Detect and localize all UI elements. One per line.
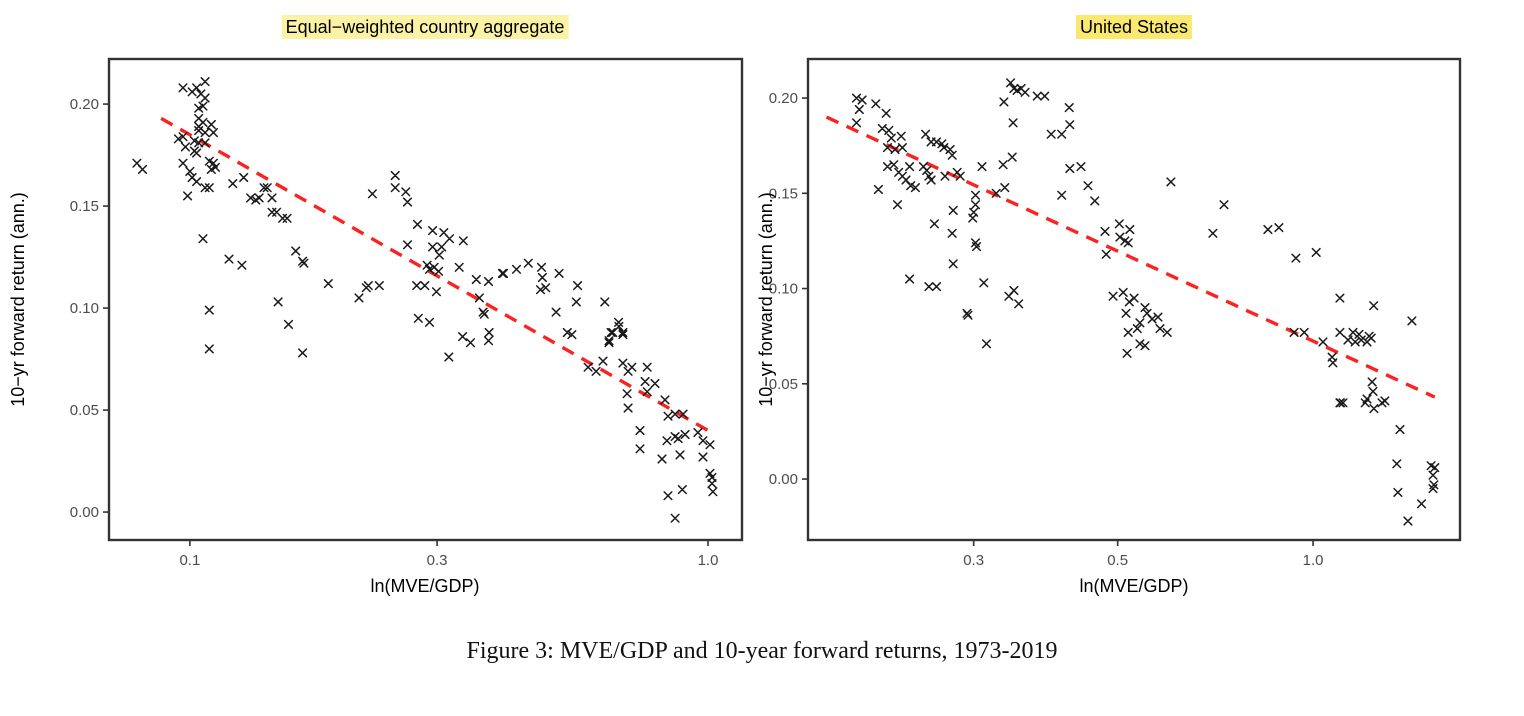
panel-title-right-text: United States — [1079, 17, 1189, 37]
y-tick-label: 0.20 — [769, 90, 798, 107]
y-tick-label: 0.15 — [70, 198, 99, 215]
x-axis-title: ln(MVE/GDP) — [370, 576, 479, 596]
x-tick-label: 0.3 — [427, 552, 448, 569]
x-tick-label: 1.0 — [1303, 552, 1324, 569]
scatter-plots: 0.1 0.3 1.0 0.00 0.05 0.10 0.15 0.20 ln(MVE/GDP)… — [8, 57, 1462, 596]
y-tick-label: 0.00 — [70, 504, 99, 521]
panel-title-left: Equal−weighted country aggregate — [281, 15, 569, 39]
y-tick-label: 0.00 — [769, 471, 798, 488]
x-tick-label: 1.0 — [698, 552, 719, 569]
y-tick-label: 0.15 — [769, 185, 798, 202]
scatter-panel-right: 0.3 0.5 1.0 0.00 0.05 0.10 0.15 0.20 ln(MVE/GDP)… — [756, 57, 1462, 596]
y-tick-label: 0.05 — [769, 376, 798, 393]
y-tick-label: 0.05 — [70, 402, 99, 419]
panel-border — [107, 57, 744, 542]
scatter-panel-left: 0.1 0.3 1.0 0.00 0.05 0.10 0.15 0.20 ln(MVE/GDP)… — [8, 57, 744, 596]
panel-title-left-text: Equal−weighted country aggregate — [285, 17, 565, 37]
y-axis-title: 10−yr forward return (ann.) — [8, 192, 28, 407]
y-tick-label: 0.20 — [70, 96, 99, 113]
scatter-points — [132, 77, 718, 523]
panel-title-right: United States — [1075, 15, 1193, 39]
x-tick-label: 0.5 — [1107, 552, 1128, 569]
figure-caption: Figure 3: MVE/GDP and 10-year forward re… — [466, 638, 1058, 664]
x-tick-label: 0.1 — [179, 552, 200, 569]
y-tick-label: 0.10 — [769, 281, 798, 298]
y-axis-title: 10−yr forward return (ann.) — [756, 192, 776, 407]
x-axis-title: ln(MVE/GDP) — [1079, 576, 1188, 596]
panel-border — [806, 57, 1462, 542]
y-tick-label: 0.10 — [70, 300, 99, 317]
trend-line — [825, 115, 1436, 399]
x-tick-label: 0.3 — [963, 552, 984, 569]
scatter-points — [851, 78, 1440, 526]
